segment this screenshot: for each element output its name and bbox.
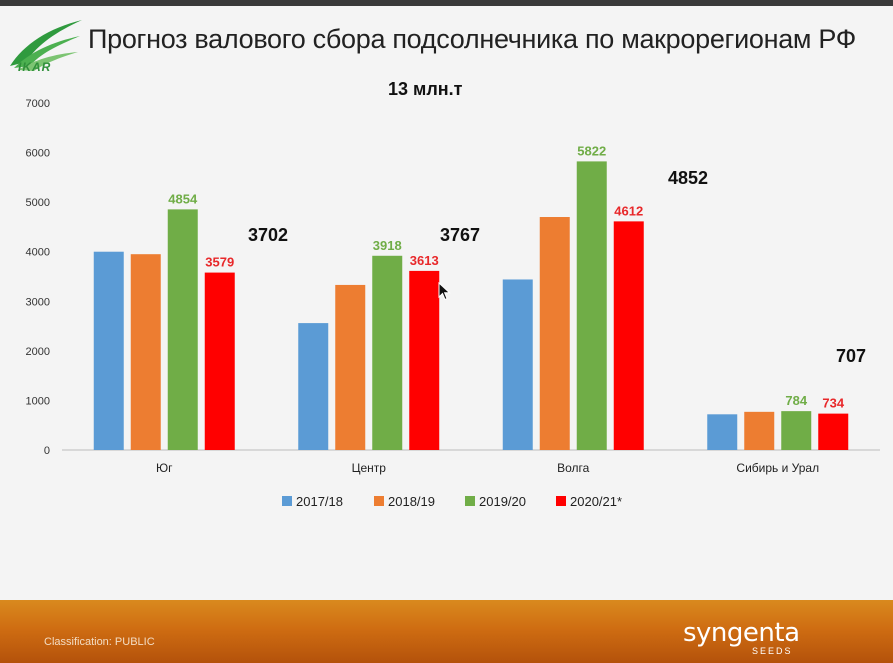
ikar-logo-icon <box>10 20 82 71</box>
bar <box>781 411 812 450</box>
y-tick-label: 5000 <box>26 197 50 209</box>
y-tick-label: 3000 <box>26 296 50 308</box>
bar <box>707 414 738 450</box>
bar <box>613 221 644 450</box>
legend-swatch <box>465 496 475 506</box>
category-label: Центр <box>352 461 387 475</box>
legend-label: 2017/18 <box>296 494 343 509</box>
bar <box>298 323 329 450</box>
region-total-annotation: 3702 <box>248 225 288 245</box>
category-label: Сибирь и Урал <box>736 461 819 475</box>
y-tick-label: 6000 <box>26 148 50 160</box>
footer-band: Classification: PUBLIC syngenta SEEDS <box>0 600 893 663</box>
y-tick-label: 0 <box>44 445 50 457</box>
bar <box>818 413 849 450</box>
mouse-cursor-icon <box>438 282 451 301</box>
bar <box>502 279 533 450</box>
legend: 2017/18 2018/19 2019/20 2020/21* <box>282 494 622 509</box>
bar <box>335 284 366 450</box>
classification-label: Classification: PUBLIC <box>44 636 155 648</box>
bar <box>409 270 440 450</box>
region-total-annotation: 4852 <box>668 168 708 188</box>
category-labels: Юг Центр Волга Сибирь и Урал <box>156 461 819 475</box>
bar <box>130 254 161 450</box>
y-tick-label: 4000 <box>26 247 50 259</box>
legend-swatch <box>374 496 384 506</box>
data-label: 5822 <box>577 143 606 158</box>
bar <box>539 217 570 450</box>
legend-label: 2020/21* <box>570 494 622 509</box>
legend-label: 2018/19 <box>388 494 435 509</box>
bar <box>372 255 403 450</box>
y-tick-label: 1000 <box>26 395 50 407</box>
bar <box>204 272 235 450</box>
category-label: Волга <box>557 461 590 475</box>
region-total-annotation: 3767 <box>440 225 480 245</box>
bar <box>167 209 198 450</box>
y-tick-label: 7000 <box>26 98 50 110</box>
y-axis: 0 1000 2000 3000 4000 5000 6000 7000 <box>26 98 880 457</box>
data-label: 3918 <box>373 238 402 253</box>
legend-swatch <box>556 496 566 506</box>
data-label: 4612 <box>614 203 643 218</box>
syngenta-logo: syngenta <box>683 618 800 648</box>
data-label: 3579 <box>205 255 234 270</box>
page-title: Прогноз валового сбора подсолнечника по … <box>88 24 857 54</box>
legend-swatch <box>282 496 292 506</box>
region-total-annotation: 707 <box>836 346 866 366</box>
total-annotation: 13 млн.т <box>388 79 463 99</box>
bar <box>576 161 607 450</box>
data-label: 4854 <box>168 191 198 206</box>
syngenta-seeds-label: SEEDS <box>752 646 793 656</box>
bars <box>93 161 849 450</box>
category-label: Юг <box>156 461 173 475</box>
bar <box>744 411 775 450</box>
top-strip <box>0 0 893 6</box>
bar <box>93 251 124 450</box>
chart: 0 1000 2000 3000 4000 5000 6000 7000 4854 3579 39… <box>26 79 880 509</box>
data-labels: 4854 3579 3918 3613 5822 4612 784 734 <box>168 143 845 410</box>
annotations: 3702 3767 4852 707 <box>248 168 866 366</box>
logo-text: IKAR <box>18 60 52 74</box>
legend-label: 2019/20 <box>479 494 526 509</box>
data-label: 784 <box>785 393 807 408</box>
data-label: 734 <box>822 396 844 411</box>
data-label: 3613 <box>410 253 439 268</box>
y-tick-label: 2000 <box>26 346 50 358</box>
